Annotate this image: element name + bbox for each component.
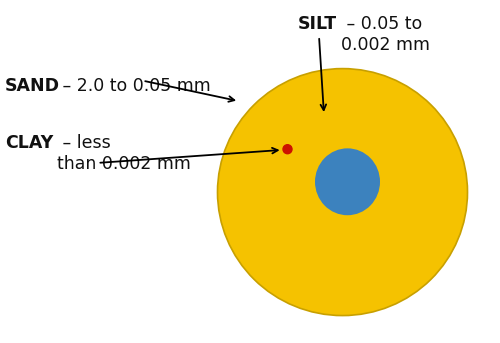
Ellipse shape	[283, 145, 292, 154]
Text: SAND: SAND	[5, 77, 60, 95]
Text: – less
than 0.002 mm: – less than 0.002 mm	[58, 134, 192, 173]
Ellipse shape	[315, 149, 380, 215]
Text: – 0.05 to
0.002 mm: – 0.05 to 0.002 mm	[342, 15, 430, 54]
Ellipse shape	[218, 69, 468, 316]
Text: CLAY: CLAY	[5, 134, 53, 152]
Text: SILT: SILT	[298, 15, 337, 33]
Text: – 2.0 to 0.05 mm: – 2.0 to 0.05 mm	[58, 77, 211, 95]
